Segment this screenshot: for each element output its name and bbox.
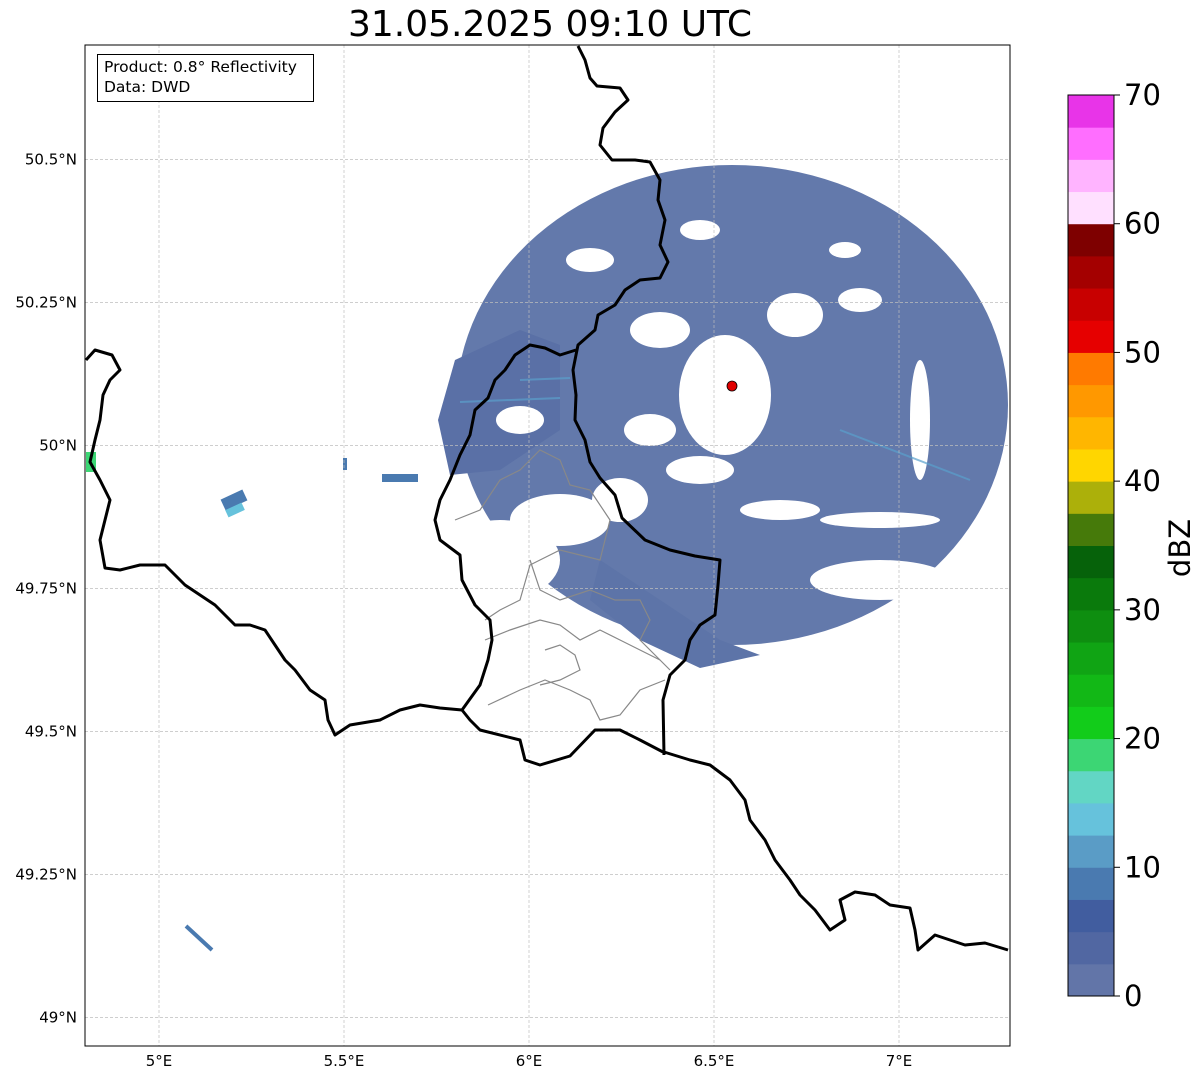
echo-cluster-west	[220, 489, 248, 511]
colorbar-swatch	[1068, 545, 1114, 579]
colorbar-swatch	[1068, 770, 1114, 804]
info-box: Product: 0.8° Reflectivity Data: DWD	[97, 54, 314, 102]
colorbar-swatch	[1068, 609, 1114, 643]
y-tick-label: 50.25°N	[15, 293, 77, 311]
colorbar-swatch	[1068, 481, 1114, 514]
product-label: Product: 0.8° Reflectivity	[104, 58, 297, 76]
radar-echo-south-lobe	[590, 560, 760, 668]
colorbar-tick-label: 50	[1124, 335, 1161, 369]
colorbar-swatch	[1068, 706, 1114, 740]
plot-frame	[84, 44, 1011, 1047]
colorbar-tick-label: 30	[1124, 593, 1161, 627]
colorbar-swatch	[1068, 835, 1114, 868]
colorbar-swatch	[1068, 577, 1114, 611]
radar-echo-gaps	[440, 220, 950, 600]
colorbar-label: dBZ	[1163, 519, 1197, 577]
y-tick-label: 49.5°N	[25, 722, 77, 740]
echo-streak-southwest	[184, 924, 214, 952]
map-title: 31.05.2025 09:10 UTC	[347, 4, 753, 45]
colorbar-swatch	[1068, 931, 1114, 965]
colorbar-swatch	[1068, 674, 1114, 707]
colorbar-tick-label: 10	[1124, 850, 1161, 884]
x-axis-ticks: 5°E 5.5°E 6°E 6.5°E 7°E	[146, 1052, 913, 1070]
y-tick-label: 50.5°N	[25, 150, 77, 168]
colorbar-swatch	[1068, 642, 1114, 675]
colorbar-swatch	[1068, 127, 1114, 160]
y-tick-label: 49°N	[39, 1008, 77, 1026]
x-tick-label: 6.5°E	[694, 1052, 735, 1070]
x-tick-label: 5°E	[146, 1052, 173, 1070]
colorbar-swatch	[1068, 95, 1114, 128]
colorbar-tick-label: 60	[1124, 207, 1161, 241]
x-tick-label: 6°E	[516, 1052, 543, 1070]
colorbar-swatch	[1068, 899, 1114, 933]
colorbar-swatch	[1068, 963, 1114, 997]
colorbar-swatch	[1068, 802, 1114, 836]
colorbar-swatch	[1068, 288, 1114, 321]
colorbar-swatch	[1068, 384, 1114, 418]
colorbar-swatch	[1068, 448, 1114, 482]
colorbar-swatch	[1068, 513, 1114, 546]
colorbar-swatch	[1068, 416, 1114, 450]
colorbar-tick-label: 0	[1124, 979, 1142, 1013]
colorbar-swatch	[1068, 191, 1114, 225]
colorbar-swatch	[1068, 352, 1114, 386]
data-source-label: Data: DWD	[104, 78, 191, 96]
gridlines	[85, 45, 1010, 1046]
radar-echo-streaks	[459, 377, 971, 481]
colorbar-swatch	[1068, 738, 1114, 772]
echo-speck	[343, 458, 347, 470]
colorbar: 0 10 20 30 40 50 60 70 dBZ	[1067, 78, 1197, 1013]
colorbar-tick-label: 40	[1124, 464, 1161, 498]
y-axis-ticks: 50.5°N 50.25°N 50°N 49.75°N 49.5°N 49.25°N 49°…	[15, 150, 77, 1026]
x-tick-label: 5.5°E	[324, 1052, 365, 1070]
colorbar-tick-label: 70	[1124, 78, 1161, 112]
colorbar-swatch	[1068, 159, 1114, 193]
colorbar-swatch	[1068, 255, 1114, 289]
x-tick-label: 7°E	[886, 1052, 913, 1070]
echo-strip	[382, 474, 418, 482]
radar-echo-field	[86, 165, 1008, 952]
y-tick-label: 49.25°N	[15, 865, 77, 883]
radar-site-marker	[726, 380, 738, 392]
colorbar-swatch	[1068, 867, 1114, 900]
country-borders	[85, 45, 1009, 952]
colorbar-swatch	[1068, 320, 1114, 353]
y-tick-label: 49.75°N	[15, 579, 77, 597]
colorbar-swatch	[1068, 223, 1114, 257]
colorbar-frame	[1067, 94, 1115, 997]
echo-cluster-west-core	[225, 502, 245, 518]
region-boundaries	[454, 449, 671, 721]
y-tick-label: 50°N	[39, 436, 77, 454]
colorbar-tick-label: 20	[1124, 722, 1161, 756]
